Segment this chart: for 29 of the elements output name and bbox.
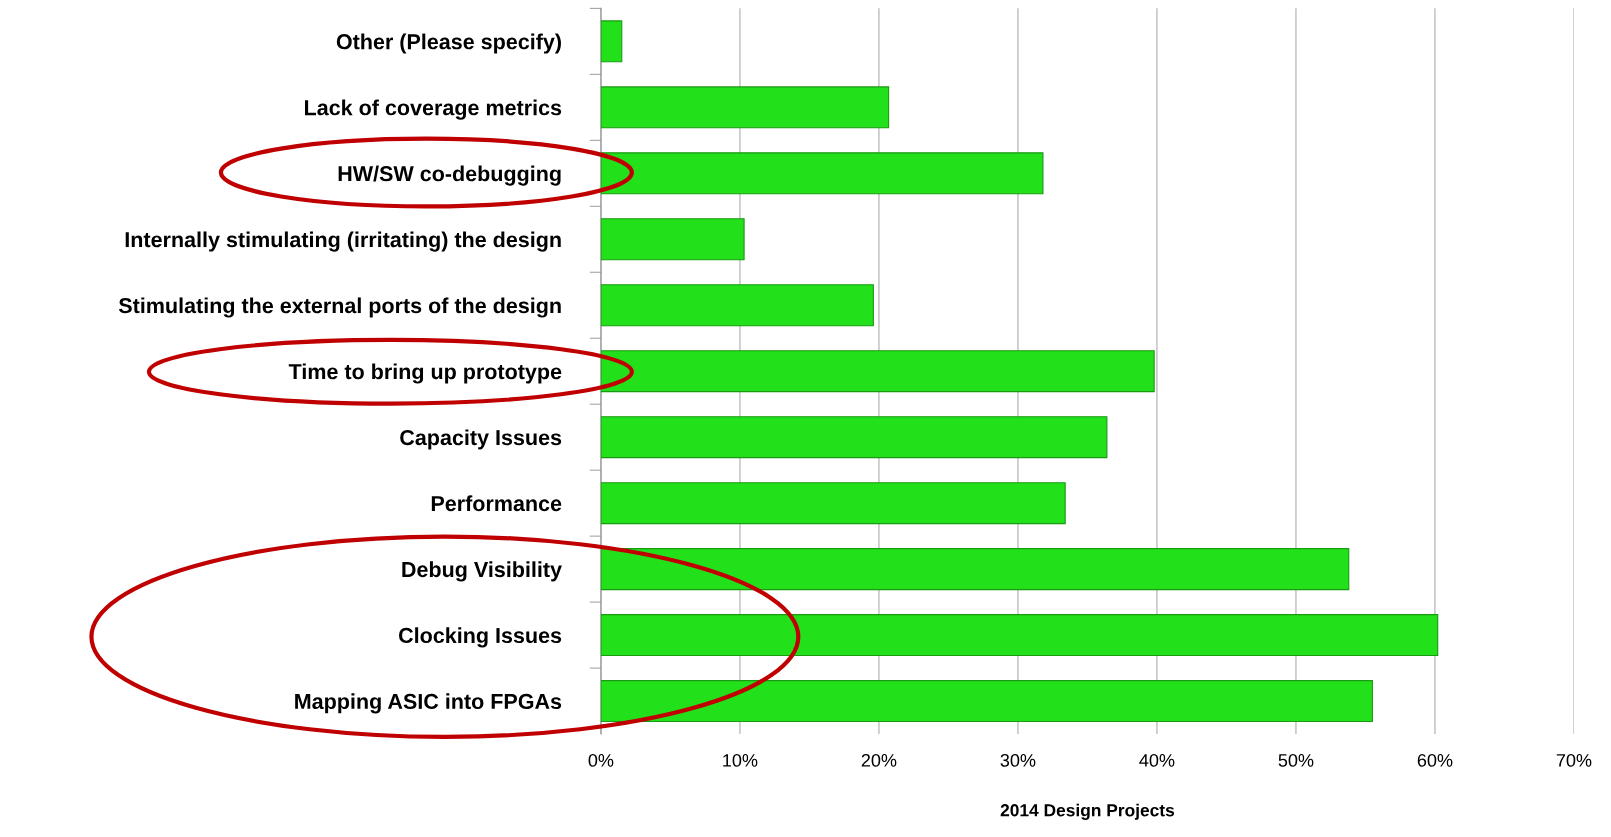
y-tick-label: HW/SW co-debugging <box>338 165 561 186</box>
x-tick-label: 50% <box>1278 753 1314 767</box>
y-tick-label: Lack of coverage metrics <box>305 99 562 120</box>
x-tick-label: 30% <box>1000 753 1036 767</box>
y-tick-label: Clocking Issues <box>399 627 562 648</box>
x-axis-title: 2014 Design Projects <box>1000 803 1175 820</box>
x-tick-label: 70% <box>1556 753 1592 767</box>
bar <box>600 614 1439 657</box>
bar <box>600 20 623 63</box>
y-tick-label: Time to bring up prototype <box>288 363 562 384</box>
bar <box>600 416 1108 459</box>
bar <box>600 482 1066 525</box>
x-tick-label: 60% <box>1417 753 1453 767</box>
bar <box>600 218 745 261</box>
y-tick-label: Internally stimulating (irritating) the design <box>125 231 561 252</box>
y-tick-label: Stimulating the external ports of the design <box>118 297 561 318</box>
bar <box>600 548 1350 591</box>
y-tick-label: Capacity Issues <box>400 429 562 450</box>
bar <box>600 86 890 129</box>
x-tick-label: 0% <box>588 753 614 767</box>
x-tick-label: 10% <box>723 753 758 767</box>
y-tick-label: Mapping ASIC into FPGAs <box>295 693 562 714</box>
bar <box>600 284 874 327</box>
y-tick-label: Debug Visibility <box>402 561 562 582</box>
bar <box>600 680 1373 723</box>
x-tick-label: 40% <box>1139 753 1175 767</box>
y-tick-label: Other (Please specify) <box>336 33 561 54</box>
x-tick-label: 20% <box>861 753 897 767</box>
y-tick-label: Performance <box>431 495 562 512</box>
